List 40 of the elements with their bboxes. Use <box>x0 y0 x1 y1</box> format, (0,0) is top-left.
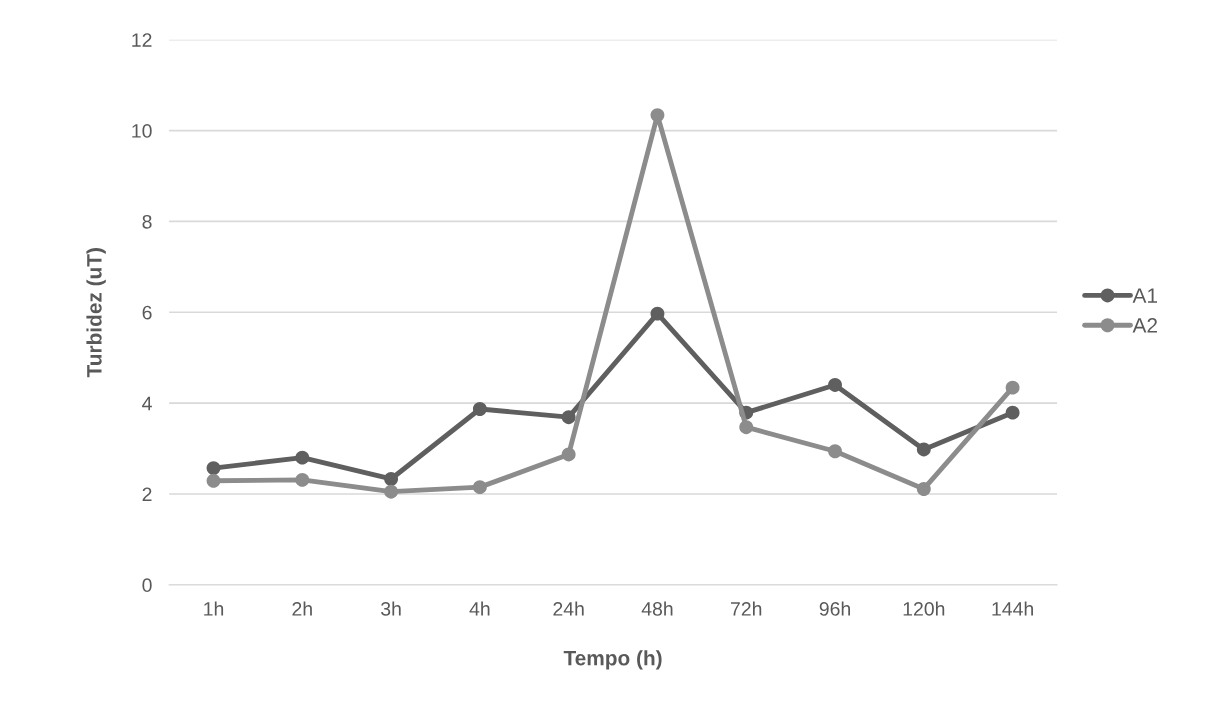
point <box>828 444 842 459</box>
point <box>739 420 754 435</box>
legend-label: A1 <box>1132 288 1158 303</box>
y-tick-label: 6 <box>142 305 152 320</box>
x-tick-label: 144h <box>992 601 1033 616</box>
x-tick-label: 24h <box>553 601 584 616</box>
y-tick-label: 8 <box>142 214 152 229</box>
y-tick-label: 4 <box>142 396 152 411</box>
point <box>1005 380 1020 395</box>
x-tick-label: 4h <box>469 601 490 616</box>
x-tick-label: 96h <box>819 601 850 616</box>
point <box>650 108 665 123</box>
point <box>561 410 576 425</box>
point <box>384 484 399 499</box>
x-tick-label: 48h <box>641 601 673 616</box>
y-tick-label: 12 <box>132 33 152 47</box>
point <box>206 473 221 488</box>
y-axis-title: Turbidez (uT) <box>86 248 106 378</box>
y-tick-label: 10 <box>132 124 152 138</box>
x-tick-label: 120h <box>903 601 945 616</box>
x-tick-label: 2h <box>292 601 312 616</box>
legend-label: A2 <box>1132 318 1157 333</box>
point <box>1005 405 1020 420</box>
point <box>561 447 576 462</box>
point <box>472 480 487 495</box>
point <box>916 442 931 457</box>
point <box>295 472 310 487</box>
point <box>650 306 665 321</box>
x-tick-label: 72h <box>731 601 762 616</box>
point <box>916 482 931 496</box>
point <box>384 472 399 486</box>
y-tick-label: 0 <box>142 578 152 593</box>
point <box>295 450 310 465</box>
y-tick-label: 2 <box>142 487 152 502</box>
x-tick-label: 3h <box>381 601 401 616</box>
point <box>206 461 221 476</box>
x-axis-title: Tempo (h) <box>563 650 662 670</box>
point <box>828 378 842 392</box>
point <box>472 402 487 416</box>
x-tick-label: 1h <box>204 601 224 616</box>
